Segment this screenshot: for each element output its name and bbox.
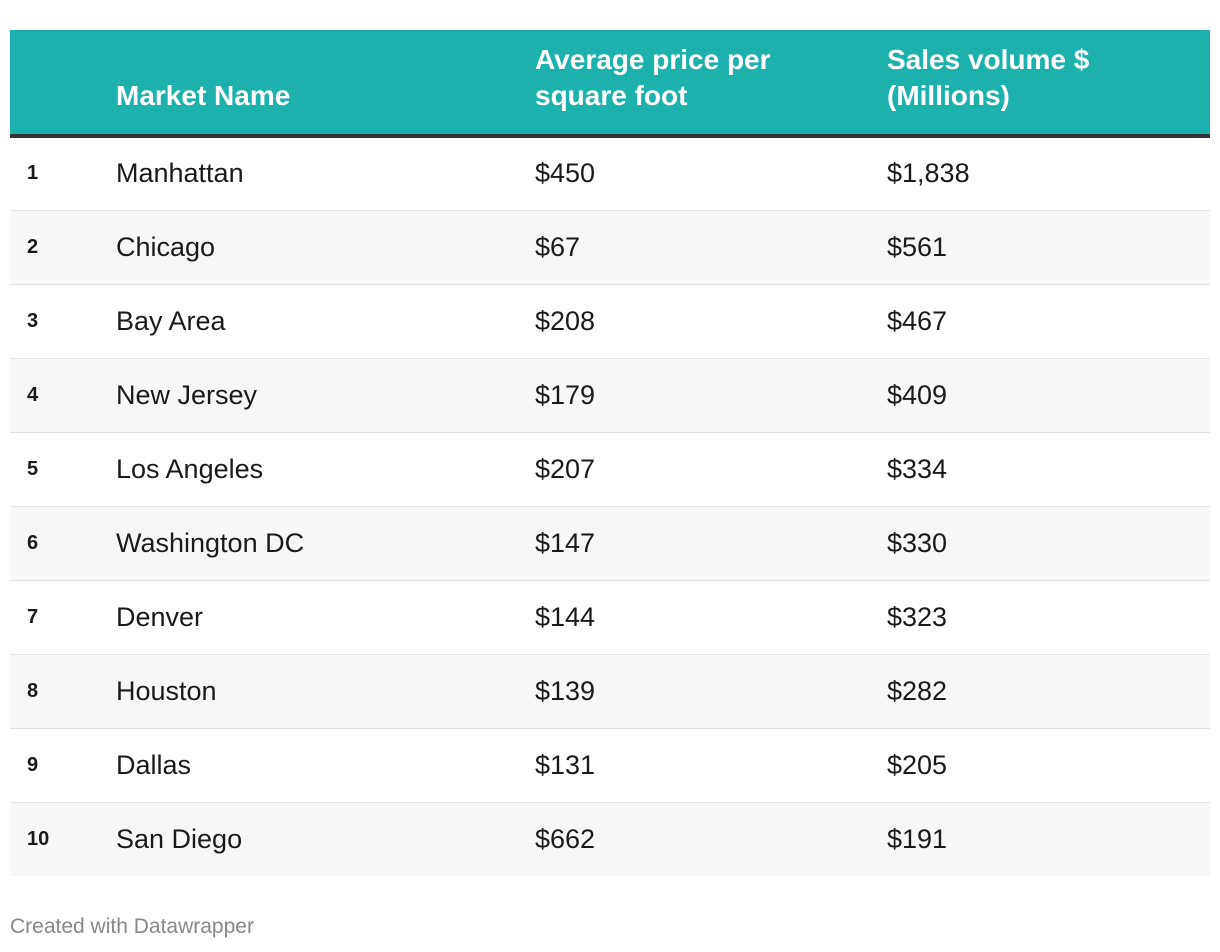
rank-cell: 6 xyxy=(10,506,116,581)
price-cell: $67 xyxy=(535,210,887,285)
sales-cell: $409 xyxy=(887,358,1210,433)
rank-cell: 10 xyxy=(27,827,50,850)
rank-cell: 9 xyxy=(10,728,116,803)
table-row: 8 Houston $139 $282 xyxy=(10,654,1210,729)
price-cell: $147 xyxy=(535,506,887,581)
rank-cell: 8 xyxy=(10,654,116,729)
market-cell: New Jersey xyxy=(116,358,535,433)
sales-cell: $191 xyxy=(887,823,948,854)
sales-cell: $561 xyxy=(887,210,1210,285)
data-table: Market Name Average price per square foot… xyxy=(10,30,1210,876)
table-row: 9 Dallas $131 $205 xyxy=(10,728,1210,803)
price-cell: $139 xyxy=(535,654,887,729)
price-cell: $450 xyxy=(535,136,887,211)
sales-cell: $330 xyxy=(887,506,1210,581)
rank-cell: 1 xyxy=(10,136,116,211)
sales-cell: $467 xyxy=(887,284,1210,359)
market-cell: Houston xyxy=(116,654,535,729)
table-row: 5 Los Angeles $207 $334 xyxy=(10,432,1210,507)
sales-cell: $1,838 xyxy=(887,136,1210,211)
sales-cell: $282 xyxy=(887,654,1210,729)
table-row: 1 Manhattan $450 $1,838 xyxy=(10,136,1210,211)
header-sales-volume: Sales volume $ (Millions) xyxy=(887,30,1210,138)
header-rank xyxy=(10,30,116,138)
rank-cell: 5 xyxy=(10,432,116,507)
table-row: 7 Denver $144 $323 xyxy=(10,580,1210,655)
market-cell: Denver xyxy=(116,580,535,655)
market-cell: Los Angeles xyxy=(116,432,535,507)
market-cell: San Diego xyxy=(116,823,243,854)
rank-cell: 3 xyxy=(10,284,116,359)
table-row: 2 Chicago $67 $561 xyxy=(10,210,1210,285)
sales-cell: $323 xyxy=(887,580,1210,655)
header-average-price: Average price per square foot xyxy=(535,30,887,138)
data-table-container: Market Name Average price per square foot… xyxy=(10,30,1210,876)
price-cell: $207 xyxy=(535,432,887,507)
table-row: 4 New Jersey $179 $409 xyxy=(10,358,1210,433)
price-cell: $208 xyxy=(535,284,887,359)
market-cell: Dallas xyxy=(116,728,535,803)
rank-cell: 4 xyxy=(10,358,116,433)
price-cell: $144 xyxy=(535,580,887,655)
rank-cell: 2 xyxy=(10,210,116,285)
rank-cell: 7 xyxy=(10,580,116,655)
sales-cell: $205 xyxy=(887,728,1210,803)
table-row: 3 Bay Area $208 $467 xyxy=(10,284,1210,359)
market-cell: Chicago xyxy=(116,210,535,285)
table-row: 6 Washington DC $147 $330 xyxy=(10,506,1210,581)
price-cell: $179 xyxy=(535,358,887,433)
sales-cell: $334 xyxy=(887,432,1210,507)
datawrapper-credit: Created with Datawrapper xyxy=(10,915,254,938)
table-header: Market Name Average price per square foot… xyxy=(10,30,1210,138)
header-row: Market Name Average price per square foot… xyxy=(10,30,1210,138)
header-market-name: Market Name xyxy=(116,30,535,138)
price-cell: $662 xyxy=(535,823,596,854)
table-row: 10 San Diego $662 $191 xyxy=(10,802,1210,876)
market-cell: Bay Area xyxy=(116,284,535,359)
market-cell: Washington DC xyxy=(116,506,535,581)
table-body: 1 Manhattan $450 $1,838 2 Chicago $67 $5… xyxy=(10,136,1210,876)
market-cell: Manhattan xyxy=(116,136,535,211)
price-cell: $131 xyxy=(535,728,887,803)
